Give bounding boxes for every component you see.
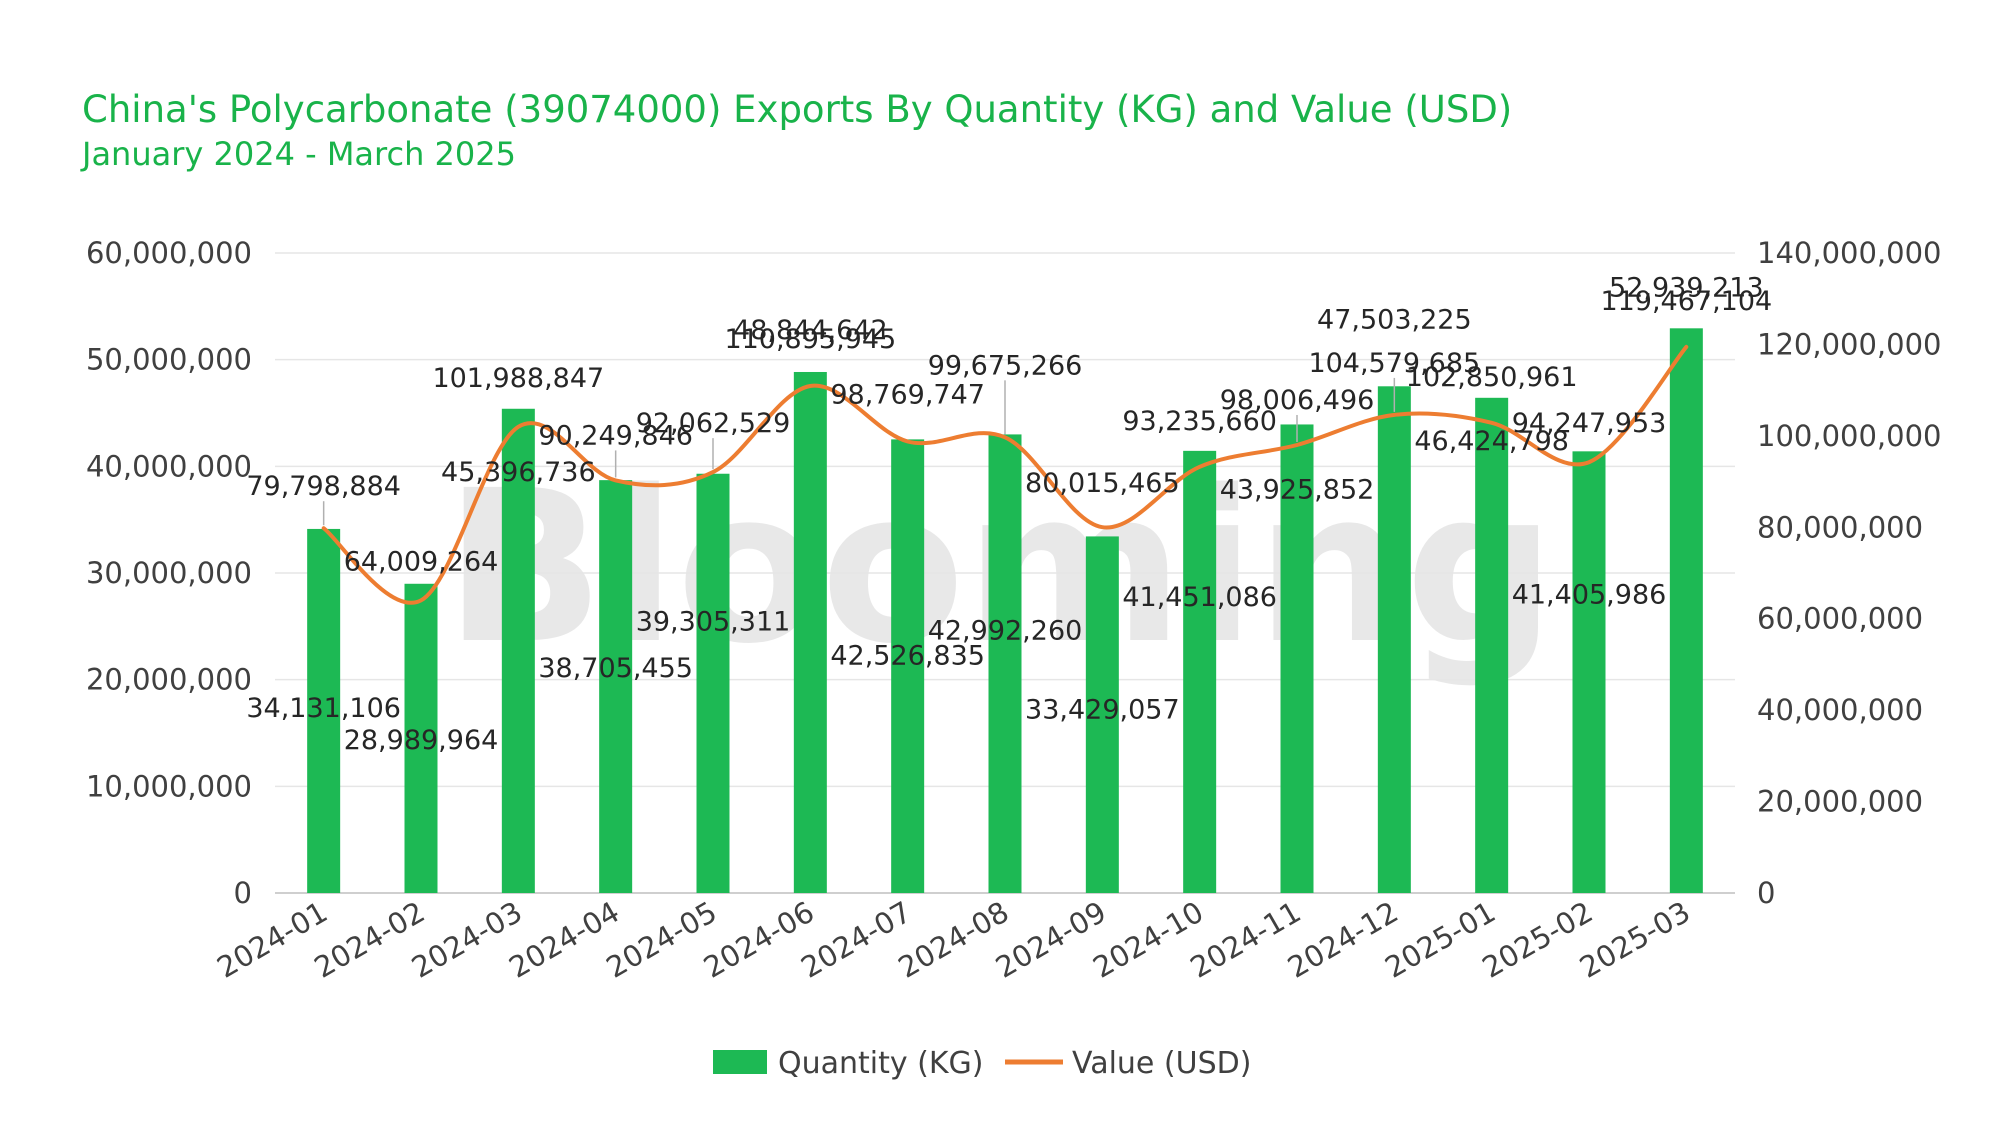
quantity-bar-2024-07 [891,439,925,893]
quantity-label-2024-08: 42,992,260 [928,615,1083,646]
quantity-label-2025-03: 52,939,213 [1609,272,1764,303]
y-left-tick-label: 40,000,000 [86,449,252,483]
x-tick-label: 2024-05 [601,895,723,985]
value-label-2025-01: 102,850,961 [1406,362,1578,393]
quantity-bar-2024-02 [404,583,438,893]
y-right-tick-label: 20,000,000 [1757,785,1923,819]
value-label-2024-03: 101,988,847 [432,363,604,394]
y-left-tick-label: 60,000,000 [86,236,252,270]
quantity-label-2024-01: 34,131,106 [246,693,401,724]
quantity-label-2024-11: 43,925,852 [1220,474,1375,505]
x-tick-label: 2025-03 [1574,895,1696,985]
quantity-label-2024-05: 39,305,311 [636,607,791,638]
x-tick-label: 2024-08 [893,895,1015,985]
quantity-bar-2024-11 [1280,424,1314,893]
x-tick-label: 2024-12 [1282,895,1404,985]
quantity-bar-2025-02 [1572,451,1606,893]
y-left-tick-label: 30,000,000 [86,556,252,590]
value-label-2024-07: 98,769,747 [830,379,985,410]
quantity-bar-2024-10 [1183,450,1217,893]
value-line [321,344,1689,605]
y-left-tick-label: 0 [234,876,252,910]
legend-item-quantity[interactable]: Quantity (KG) [713,1046,984,1081]
y-left-tick-label: 20,000,000 [86,663,252,697]
quantity-label-2024-10: 41,451,086 [1122,582,1277,613]
quantity-label-2024-07: 42,526,835 [830,640,985,671]
value-label-2024-04: 90,249,846 [538,420,693,451]
quantity-label-2024-04: 38,705,455 [538,653,693,684]
value-label-2024-12: 104,579,685 [1308,348,1480,379]
quantity-label-2024-09: 33,429,057 [1025,694,1180,725]
x-tick-label: 2024-02 [309,895,431,985]
quantity-bar-2024-12 [1377,386,1411,893]
y-right-tick-label: 80,000,000 [1757,510,1923,544]
legend-label-value: Value (USD) [1072,1046,1251,1081]
value-line-layer [321,344,1689,605]
x-tick-label: 2025-02 [1477,895,1599,985]
x-tick-label: 2025-01 [1379,895,1501,985]
quantity-bar-2024-01 [307,528,341,893]
quantity-label-2025-01: 46,424,798 [1414,426,1569,457]
quantity-bar-2024-03 [501,408,535,893]
quantity-label-2024-12: 47,503,225 [1317,304,1472,335]
value-label-2025-02: 94,247,953 [1512,408,1667,439]
value-label-2024-05: 92,062,529 [636,408,791,439]
legend-label-quantity: Quantity (KG) [778,1046,984,1081]
y-right-tick-label: 40,000,000 [1757,693,1923,727]
x-tick-label: 2024-10 [1087,895,1209,985]
x-tick-label: 2024-09 [990,895,1112,985]
x-tick-label: 2024-04 [503,895,625,985]
quantity-label-2024-06: 48,844,642 [733,315,888,346]
x-tick-label: 2024-07 [795,895,917,985]
legend-item-value[interactable]: Value (USD) [1005,1046,1251,1081]
x-tick-label: 2024-11 [1185,895,1307,985]
y-right-tick-label: 100,000,000 [1757,419,1942,453]
legend-swatch-quantity [713,1050,767,1074]
value-label-2024-02: 64,009,264 [344,546,499,577]
y-right-tick-label: 60,000,000 [1757,602,1923,636]
y-left-tick-label: 10,000,000 [86,769,252,803]
value-label-2025-03: 119,467,104 [1600,286,1772,317]
bars [307,328,1703,893]
x-tick-label: 2024-01 [211,895,333,985]
quantity-label-2025-02: 41,405,986 [1512,579,1667,610]
value-label-2024-09: 80,015,465 [1025,468,1180,499]
chart-subtitle: January 2024 - March 2025 [80,135,516,173]
y-left-tick-label: 50,000,000 [86,343,252,377]
quantity-bar-2024-05 [696,473,730,893]
data-labels: 79,798,884 64,009,264 101,988,847 90,249,84… [246,272,1772,755]
y-right-tick-label: 140,000,000 [1757,236,1942,270]
quantity-bar-2025-01 [1475,397,1509,893]
value-label-2024-11: 98,006,496 [1220,385,1375,416]
x-tick-label: 2024-06 [698,895,820,985]
quantity-label-2024-02: 28,989,964 [344,725,499,756]
y-right-tick-label: 120,000,000 [1757,327,1942,361]
quantity-bar-2024-08 [988,434,1022,893]
chart-title: China's Polycarbonate (39074000) Exports… [82,88,1512,131]
y-right-tick-label: 0 [1757,876,1775,910]
value-label-2024-01: 79,798,884 [246,471,401,502]
value-label-2024-06: 110,895,945 [724,324,896,355]
legend[interactable]: Quantity (KG) Value (USD) [713,1046,1251,1081]
quantity-bar-2024-04 [599,480,633,893]
quantity-bar-2024-06 [793,371,827,893]
quantity-bar-2025-03 [1669,328,1703,893]
quantity-label-2024-03: 45,396,736 [441,457,596,488]
value-label-2024-10: 93,235,660 [1122,406,1277,437]
value-label-2024-08: 99,675,266 [928,350,1083,381]
quantity-bar-2024-09 [1085,536,1119,893]
x-tick-label: 2024-03 [406,895,528,985]
